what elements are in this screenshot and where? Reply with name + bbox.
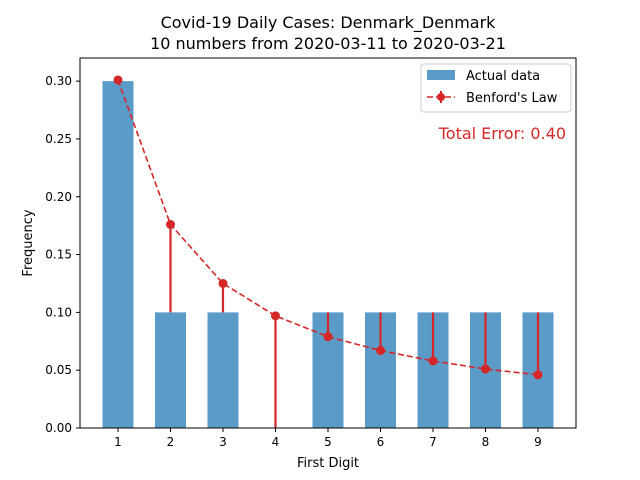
total-error-annotation: Total Error: 0.40 — [438, 124, 566, 143]
legend-label-benford: Benford's Law — [466, 91, 558, 106]
benford-points-layer — [113, 75, 543, 380]
x-ticks: 1 2 3 4 5 6 7 8 9 — [114, 428, 542, 449]
y-ticks: 0.00 0.05 0.10 0.15 0.20 0.25 0.30 — [45, 74, 80, 435]
x-tick-label-8: 8 — [482, 435, 490, 449]
y-tick-label-0.30: 0.30 — [45, 74, 72, 88]
bar-digit-2 — [155, 312, 186, 428]
benford-point-digit-2 — [166, 220, 175, 229]
y-tick-label-0.15: 0.15 — [45, 248, 72, 262]
legend-marker — [437, 93, 445, 101]
x-tick-label-6: 6 — [377, 435, 385, 449]
x-axis-label: First Digit — [297, 456, 359, 471]
y-tick-label-0.05: 0.05 — [45, 363, 72, 377]
chart-subtitle: 10 numbers from 2020-03-11 to 2020-03-21 — [150, 34, 506, 53]
legend: Actual data Benford's Law — [420, 63, 572, 113]
x-tick-label-7: 7 — [429, 435, 437, 449]
legend-box — [420, 63, 572, 113]
benford-point-digit-7 — [428, 356, 438, 366]
x-tick-label-5: 5 — [324, 435, 332, 449]
x-tick-label-1: 1 — [114, 435, 122, 449]
bar-digit-3 — [207, 312, 239, 428]
y-tick-label-0.20: 0.20 — [45, 190, 72, 204]
y-axis-label: Frequency — [21, 209, 36, 276]
y-tick-label-0.25: 0.25 — [45, 132, 72, 146]
benford-point-digit-5 — [323, 332, 333, 342]
x-tick-label-9: 9 — [534, 435, 542, 449]
chart-title: Covid-19 Daily Cases: Denmark_Denmark — [161, 13, 497, 33]
benford-point-digit-4 — [271, 311, 280, 321]
benford-point-digit-8 — [481, 364, 490, 374]
x-tick-label-4: 4 — [272, 435, 280, 449]
benford-line — [117, 79, 539, 376]
benford-point-digit-3 — [218, 278, 228, 288]
benford-point-digit-6 — [376, 346, 385, 356]
x-tick-label-2: 2 — [167, 435, 175, 449]
legend-bar-swatch — [427, 70, 455, 80]
benford-point-digit-9 — [533, 370, 543, 380]
y-tick-label-0.00: 0.00 — [45, 421, 72, 435]
y-tick-label-0.10: 0.10 — [45, 305, 72, 319]
error-bars-layer — [116, 79, 540, 428]
benford-point-digit-1 — [113, 75, 123, 85]
bar-digit-1 — [102, 81, 134, 428]
legend-label-actual: Actual data — [466, 69, 540, 84]
x-tick-label-3: 3 — [219, 435, 227, 449]
